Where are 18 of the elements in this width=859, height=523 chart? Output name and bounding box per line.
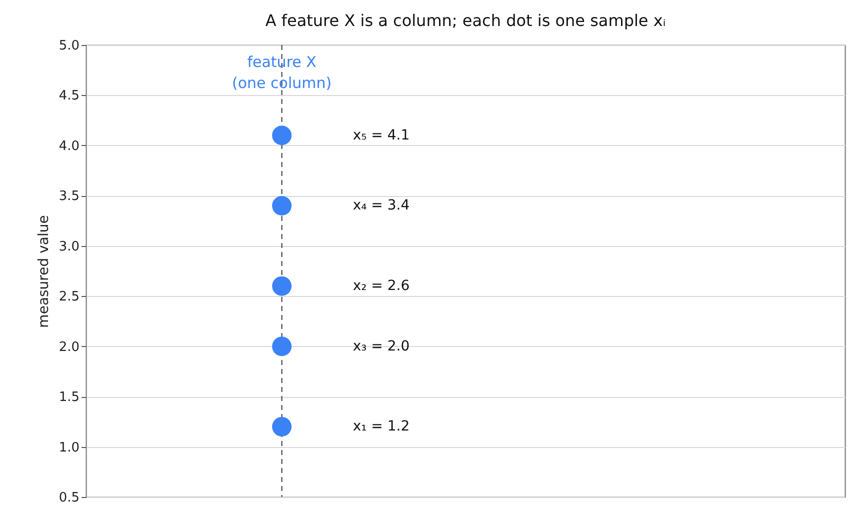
y-tick-label: 4.5 [58, 88, 80, 104]
text: feature X (one column) [232, 53, 332, 92]
y-axis-title: measured value [36, 215, 52, 328]
y-tick-label: 3.5 [58, 189, 80, 204]
y-tick-label: 1.0 [58, 440, 80, 456]
annotation: x₄ = 3.4 [352, 198, 410, 214]
y-tick-label: 5.0 [58, 38, 80, 54]
y-tick-label: 4.0 [58, 138, 80, 154]
annotation: x₁ = 1.2 [352, 418, 410, 435]
y-tick-label: 2.5 [58, 290, 80, 305]
y-tick-label: 0.5 [58, 490, 80, 506]
annotation: x₂ = 2.6 [352, 278, 410, 294]
annotation: x₃ = 2.0 [352, 338, 410, 354]
y-tick-label: 1.5 [58, 390, 80, 406]
y-tick-label: 3.0 [58, 239, 80, 254]
chart-title: A feature X is a column; each dot is one sample xᵢ [265, 11, 666, 30]
y-tick-label: 2.0 [58, 340, 80, 355]
annotation: x₅ = 4.1 [352, 127, 410, 144]
